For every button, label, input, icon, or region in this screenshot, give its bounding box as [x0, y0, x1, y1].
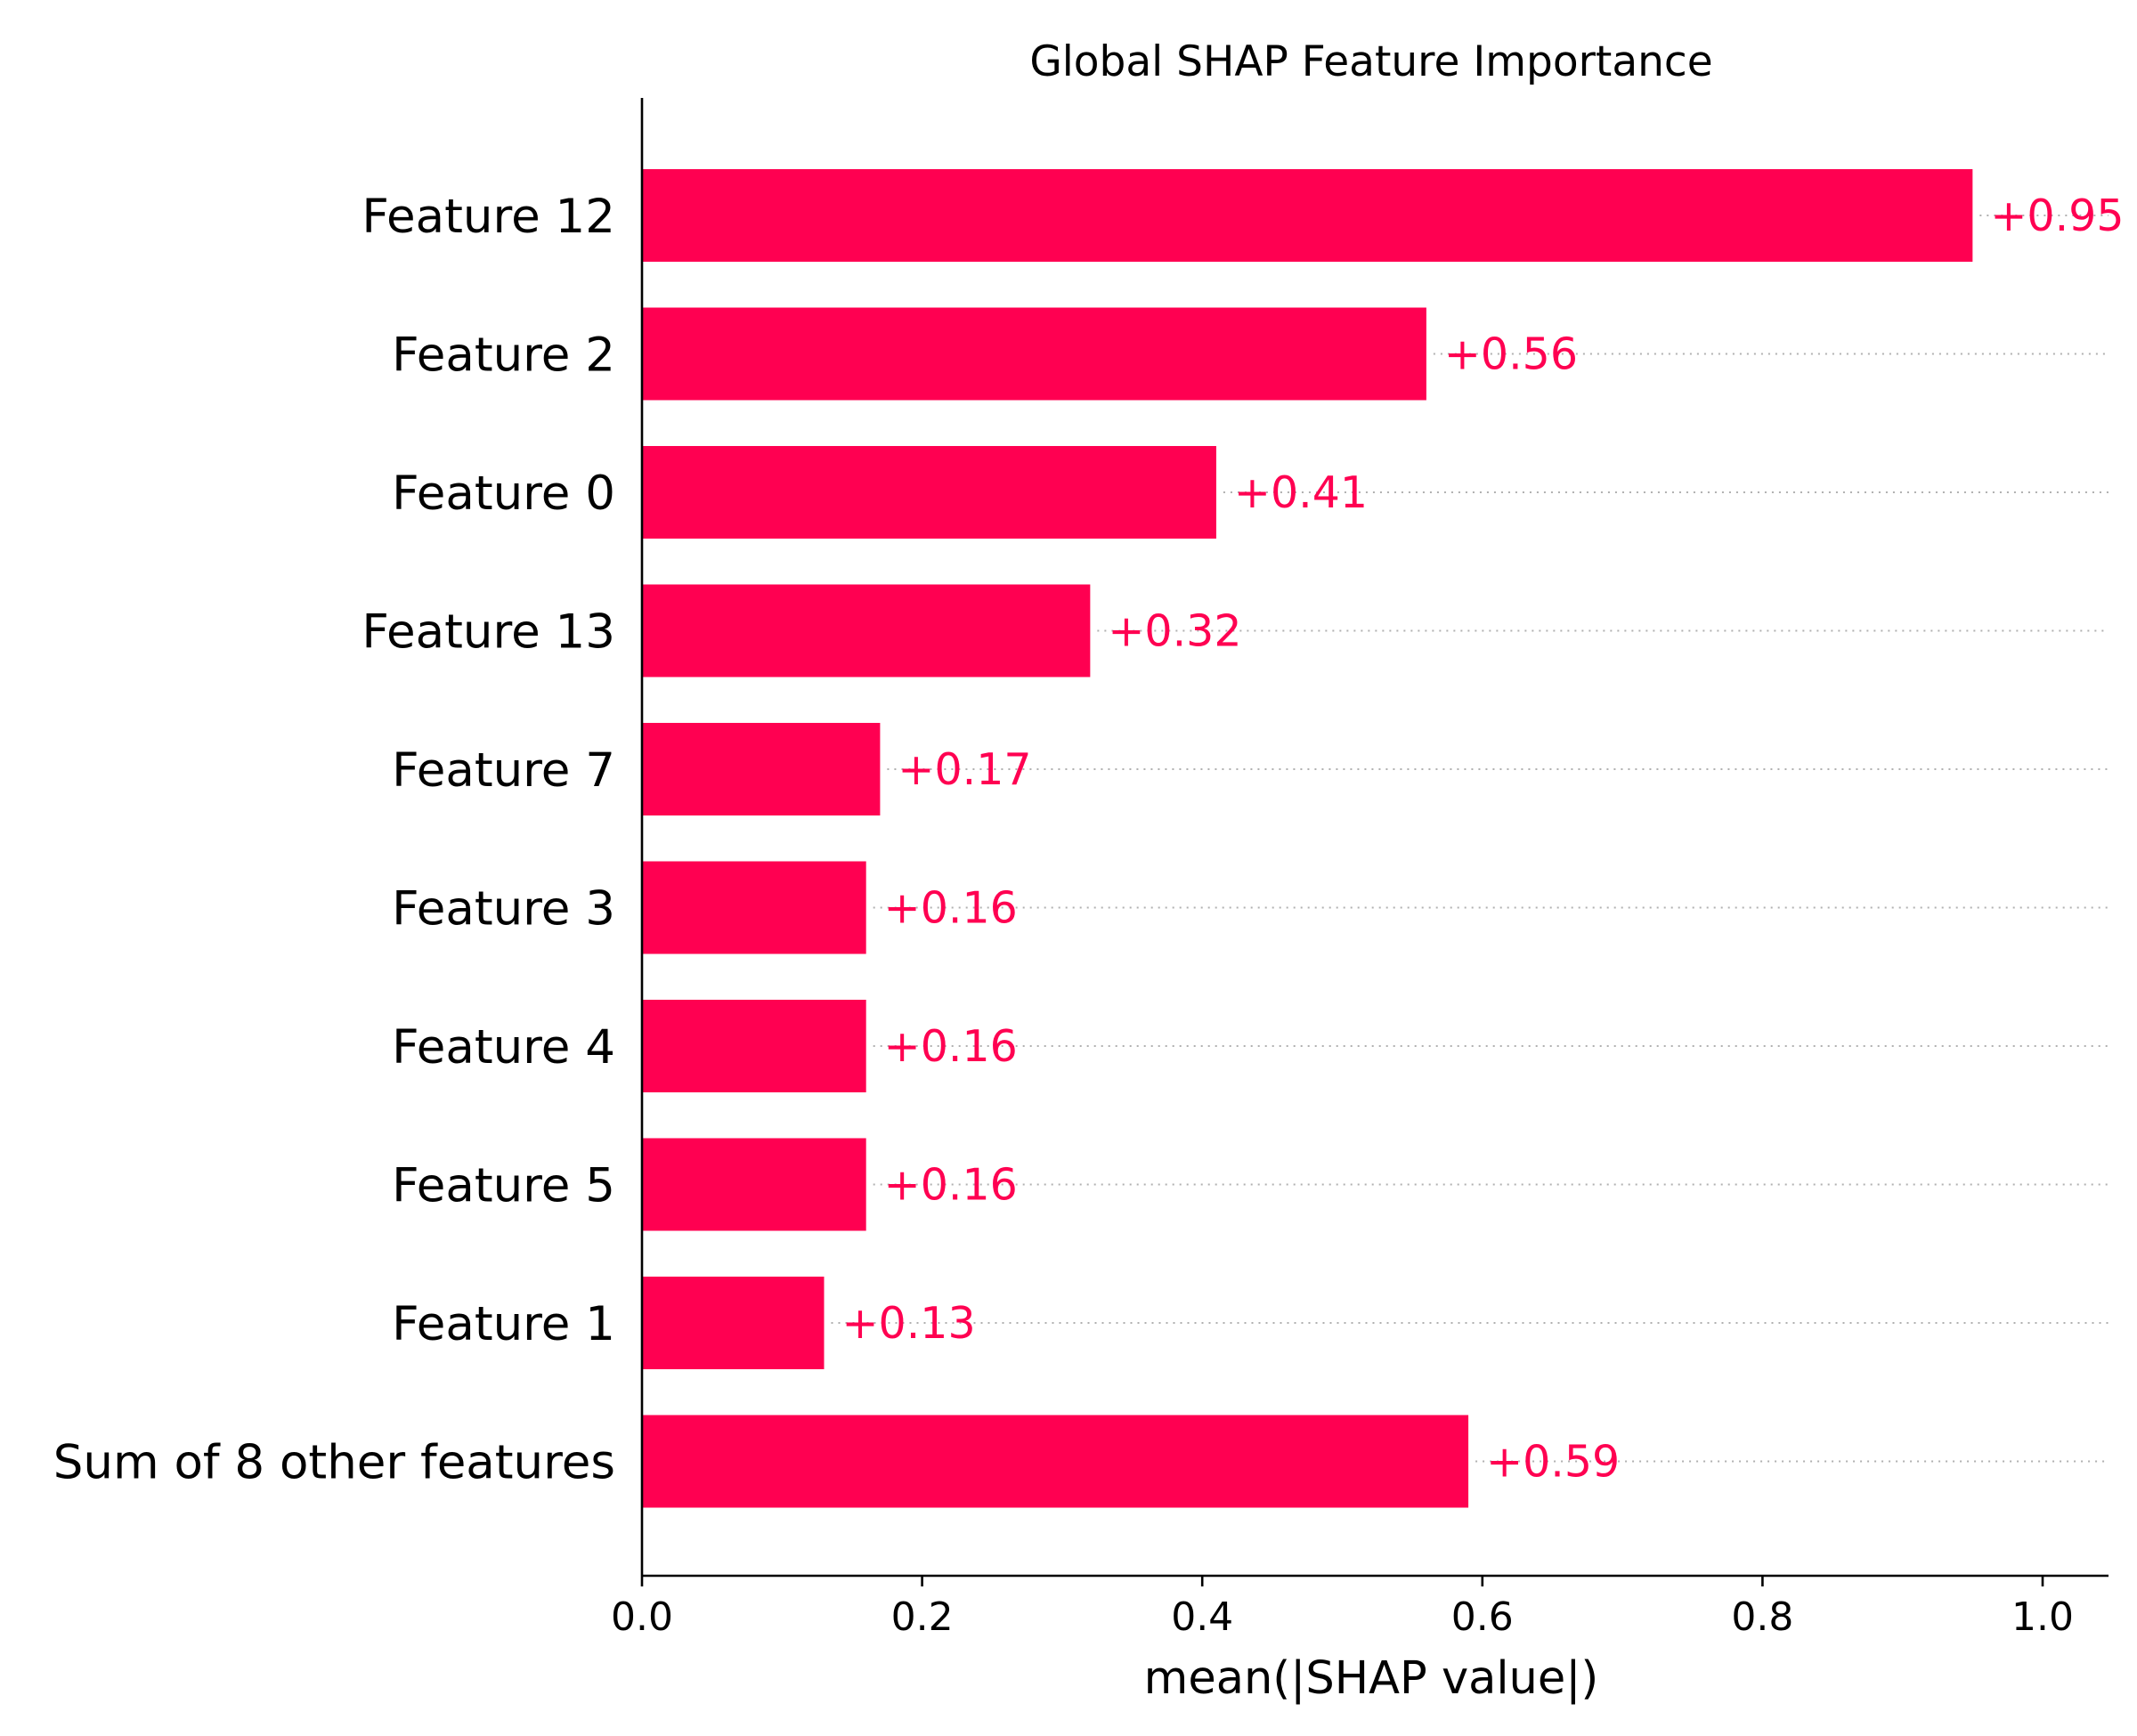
category-label-feature-7: Feature 7	[392, 743, 615, 798]
category-labels: Feature 12 Feature 2 Feature 0 Feature 13 Fe…	[53, 190, 615, 1490]
bar-feature-1	[642, 1277, 825, 1369]
bar-feature-12	[642, 169, 1973, 262]
x-tick-label-0: 0.0	[611, 1594, 673, 1640]
value-label-feature-2: +0.56	[1444, 329, 1578, 380]
value-label-feature-13: +0.32	[1108, 606, 1241, 657]
value-label-feature-7: +0.17	[898, 744, 1031, 795]
bar-feature-4	[642, 1000, 866, 1092]
category-label-sum-of-8-other-features: Sum of 8 other features	[53, 1436, 615, 1490]
category-label-feature-3: Feature 3	[392, 882, 615, 937]
bars-group	[642, 169, 1973, 1508]
bar-feature-7	[642, 723, 881, 815]
bar-feature-2	[642, 307, 1426, 401]
bar-feature-3	[642, 861, 866, 954]
x-axis-label: mean(|SHAP value|)	[1144, 1652, 1599, 1705]
category-label-feature-12: Feature 12	[362, 190, 615, 244]
guide-lines	[831, 215, 2109, 1463]
bar-feature-5	[642, 1138, 866, 1231]
category-label-feature-4: Feature 4	[392, 1020, 615, 1075]
category-label-feature-5: Feature 5	[392, 1159, 615, 1213]
category-label-feature-0: Feature 0	[392, 466, 615, 521]
bar-feature-0	[642, 446, 1216, 539]
bar-feature-13	[642, 584, 1091, 677]
x-tick-label-5: 1.0	[2011, 1594, 2074, 1640]
category-label-feature-13: Feature 13	[362, 605, 615, 660]
value-label-sum-of-8-other-features: +0.59	[1486, 1437, 1620, 1488]
bar-sum-of-8-other-features	[642, 1415, 1469, 1508]
value-label-feature-12: +0.95	[1990, 191, 2124, 241]
x-tick-label-3: 0.6	[1451, 1594, 1514, 1640]
x-tick-label-2: 0.4	[1171, 1594, 1233, 1640]
value-label-feature-5: +0.16	[884, 1160, 1018, 1211]
value-labels: +0.95 +0.56 +0.41 +0.32 +0.17 +0.16 +0.16 +0.16…	[841, 191, 2124, 1488]
category-label-feature-1: Feature 1	[392, 1297, 615, 1351]
x-tick-label-4: 0.8	[1731, 1594, 1793, 1640]
chart-title: Global SHAP Feature Importance	[1029, 37, 1712, 86]
category-label-feature-2: Feature 2	[392, 329, 615, 383]
value-label-feature-1: +0.13	[841, 1298, 975, 1349]
value-label-feature-4: +0.16	[884, 1021, 1018, 1072]
value-label-feature-3: +0.16	[884, 883, 1018, 934]
x-axis-ticks: 0.0 0.2 0.4 0.6 0.8 1.0	[611, 1576, 2074, 1640]
x-tick-label-1: 0.2	[891, 1594, 954, 1640]
value-label-feature-0: +0.41	[1234, 467, 1368, 518]
